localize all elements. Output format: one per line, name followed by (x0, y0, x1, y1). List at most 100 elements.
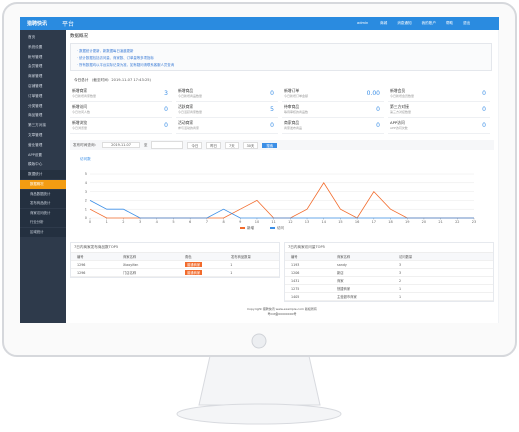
table-cell: 新店 (337, 271, 344, 275)
today-time: (截至时间：2019-11-07 17:43:25) (92, 78, 151, 82)
table-cell: 1 (230, 262, 233, 267)
x-tick-label: 1 (106, 220, 108, 224)
stat-card: 活动商家 参与活动的商家 0 (176, 119, 278, 134)
header-link[interactable]: 我的账户 (421, 21, 436, 25)
stat-card: 新增访问 今日访问人数 0 (70, 103, 172, 118)
nav-item[interactable]: 模版中心 (28, 162, 43, 167)
legend-label: 访问 (277, 225, 285, 230)
nav-item[interactable]: 第三方对接 (28, 123, 46, 128)
stat-value: 5 (270, 106, 274, 113)
search-button[interactable]: 搜索 (262, 142, 278, 148)
x-tick-label: 14 (322, 220, 327, 224)
user[interactable]: admin (357, 21, 369, 25)
x-tick-label: 20 (422, 220, 426, 224)
nav-item[interactable]: 商品管理 (28, 113, 43, 118)
nav-item[interactable]: 营业管理 (28, 142, 43, 147)
date-input[interactable]: 2019-11-07 (102, 142, 140, 148)
y-tick-label: 5 (85, 172, 87, 176)
table-cell: sandy (337, 262, 347, 267)
table-row: 1206 新店 3 (285, 269, 493, 277)
x-tick-label: 16 (355, 220, 359, 224)
header-link[interactable]: 商城 (380, 21, 388, 25)
table-cell: 1296 (77, 262, 86, 267)
header-link[interactable]: 帮助 (445, 21, 454, 25)
stat-label: 新增商品 (178, 88, 194, 93)
nav-item[interactable]: 订单管理 (28, 93, 43, 98)
filter-button[interactable]: 7天 (225, 141, 239, 149)
table-cell: 商家 (337, 279, 344, 283)
nav-item[interactable]: 首页 (28, 35, 36, 39)
stat-label: 新增订单 (284, 88, 300, 93)
y-tick-label: 1 (85, 207, 87, 211)
nav-item[interactable]: 文章管理 (28, 133, 43, 137)
stat-value: 0 (164, 106, 168, 113)
stat-value: 0 (270, 122, 274, 129)
stat-label: 活动商家 (178, 120, 194, 125)
stat-card: 新增会员 今日新增会员数量 0 (388, 87, 490, 102)
x-tick-label: 5 (172, 220, 174, 224)
table-row: 1193 sandy 3 (285, 261, 493, 269)
nav-item[interactable]: 分类管理 (28, 103, 43, 108)
stat-label: 待审商品 (284, 104, 300, 109)
filter-button[interactable]: 30天 (242, 141, 259, 149)
filter-label: 发布时间查询： (73, 142, 99, 147)
legend-swatch (270, 227, 275, 229)
nav-item[interactable]: 系统设置 (28, 44, 43, 49)
x-tick-label: 9 (239, 220, 241, 224)
nav-subitem[interactable]: 数据概况 (20, 180, 66, 189)
nav-item[interactable]: 数据统计 (20, 170, 66, 180)
sidebar: 首页系统设置帐号管理会员管理商家管理店铺管理订单管理分类管理商品管理第三方对接文… (20, 30, 66, 323)
x-tick-label: 17 (372, 220, 376, 224)
nav-item[interactable]: 会员管理 (28, 64, 43, 69)
header-link[interactable]: 退出 (463, 21, 471, 25)
nav-subitem[interactable]: 发布商品统计 (20, 199, 66, 208)
nav-subitem[interactable]: 区域统计 (20, 227, 66, 237)
nav-item[interactable]: 店铺管理 (28, 84, 43, 88)
table-cell: 1206 (291, 270, 300, 275)
stat-value: 0 (164, 122, 168, 129)
filter-button[interactable]: 昨日 (206, 141, 222, 149)
x-tick-label: 12 (288, 220, 292, 224)
table-row: 1275 快捷商家 1 (285, 285, 493, 293)
table-row: 1296 门店名称 普通商家 1 (71, 269, 279, 277)
table-cell: 主营超市商家 (337, 295, 357, 299)
stat-desc: 商家发布商品 (284, 126, 303, 130)
stat-value: 0 (482, 122, 486, 129)
table-row: 1431 商家 2 (285, 277, 493, 285)
table-cell: 2 (399, 278, 402, 283)
x-tick-label: 0 (89, 220, 91, 224)
nav-item[interactable]: 帐号管理 (28, 54, 43, 59)
stat-value: 0 (270, 90, 274, 97)
stat-card: 新增商品 今日新增商品数量 0 (176, 87, 278, 102)
table-card: 7日内商家发布商品数TOP5 编号 商家名称 角色 发布商品数量 1296 Xiaoyifa… (70, 242, 280, 278)
nav-subitem[interactable]: 行业分析 (20, 218, 66, 227)
stats: 新增商家 今日新增商家数量 3 新增商品 今日新增商品数量 0 新增订单 今日新增订单金额 0.… (70, 87, 494, 135)
column-header: 商家名称 (123, 255, 137, 259)
main: 数据概况 · 数据统计更新，新数据每日凌晨更新 · 统计数据包括访问量、商家数、订… (66, 30, 498, 323)
x-tick-label: 8 (222, 220, 224, 224)
table-cell: 3 (399, 262, 402, 267)
stat-desc: 参与活动的商家 (178, 126, 200, 130)
stat-label: 第三方对接 (390, 104, 409, 109)
footer-1: Copyright 猎聘快讯 www.example.com 版权所有 (247, 307, 317, 311)
date-input[interactable] (151, 141, 184, 149)
table-row: 1296 Xiaoyifan 普通商家 1 (71, 261, 279, 269)
filter-bar: 发布时间查询： 2019-11-07 至 今日 昨日 7天 30天 搜索 (70, 140, 494, 150)
table-title: 7日内商家访问量TOP5 (285, 243, 493, 253)
page-title: 数据概况 (70, 34, 88, 39)
stat-label: 新增商家 (72, 88, 88, 93)
column-header: 编号 (77, 255, 84, 259)
nav-item[interactable]: 商家管理 (28, 74, 43, 79)
table-cell: 1 (230, 270, 233, 275)
x-tick-label: 21 (438, 220, 442, 224)
header-link[interactable]: 消息通知 (397, 21, 412, 25)
table-header: 编号 商家名称 访问数量 (285, 253, 493, 261)
stat-desc: 第三方对接数量 (390, 110, 412, 114)
nav-subitem[interactable]: 商家访问统计 (20, 208, 66, 218)
stat-value: 3 (164, 90, 168, 97)
nav-item[interactable]: APP设置 (28, 152, 42, 157)
filter-button[interactable]: 今日 (187, 141, 203, 149)
nav-subitem[interactable]: 商品数据统计 (20, 189, 66, 199)
legend-label: 新增 (247, 225, 254, 230)
